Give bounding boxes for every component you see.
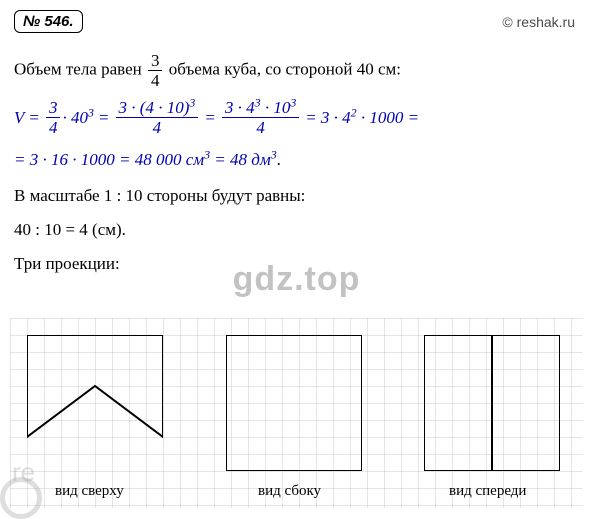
term1: · 403 — [62, 108, 93, 128]
caption-front: вид спереди — [449, 483, 526, 500]
projection-front-view: вид спереди — [424, 335, 560, 476]
eq3: = — [205, 108, 215, 128]
var-V: V — [14, 108, 24, 128]
projection-top-svg — [27, 335, 163, 471]
projection-top-view: вид сверху — [27, 335, 163, 476]
frac1: 3 4 — [46, 99, 61, 136]
scale-line: В масштабе 1 : 10 стороны будут равны: — [14, 184, 579, 208]
copyright-text: © reshak.ru — [502, 14, 575, 30]
projection-side-path — [226, 335, 362, 471]
projection-side-svg — [226, 335, 362, 471]
intro-line: Объем тела равен 3 4 объема куба, со сто… — [14, 52, 579, 89]
eq4: = — [306, 108, 316, 128]
frac3: 3 · 43 · 103 4 — [222, 99, 299, 136]
grid-background: вид сверху вид сбоку вид спереди — [10, 318, 583, 508]
frac3-den: 4 — [253, 118, 268, 136]
formula-line-1: V = 3 4 · 403 = 3 · (4 · 10)3 4 = 3 · 43… — [14, 99, 579, 136]
intro-part1: Объем тела равен — [14, 59, 146, 78]
projection-front-svg — [424, 335, 560, 471]
problem-number-badge: № 546. — [14, 10, 83, 33]
scale-calc: 40 : 10 = 4 (см). — [14, 218, 579, 242]
caption-top: вид сверху — [55, 483, 124, 500]
frac1-num: 3 — [46, 99, 61, 118]
projections-heading: Три проекции: — [14, 252, 579, 276]
frac2-den: 4 — [150, 118, 165, 136]
intro-frac-den: 4 — [148, 71, 163, 89]
content-area: Объем тела равен 3 4 объема куба, со сто… — [14, 52, 579, 285]
formula-line-2: = 3 · 16 · 1000 = 48 000 см3 = 48 дм3. — [14, 150, 579, 170]
intro-fraction: 3 4 — [148, 52, 163, 89]
frac2-num: 3 · (4 · 10)3 — [116, 99, 199, 118]
projection-top-path — [27, 335, 163, 437]
projection-side-view: вид сбоку — [226, 335, 362, 476]
term4: 3 · 42 · 1000 = — [321, 108, 419, 128]
caption-side: вид сбоку — [258, 483, 321, 500]
frac1-den: 4 — [46, 118, 61, 136]
frac3-num: 3 · 43 · 103 — [222, 99, 299, 118]
intro-frac-num: 3 — [148, 52, 163, 71]
eq1: = — [29, 108, 39, 128]
eq2: = — [99, 108, 109, 128]
intro-part2: объема куба, со стороной 40 см: — [164, 59, 401, 78]
frac2: 3 · (4 · 10)3 4 — [116, 99, 199, 136]
